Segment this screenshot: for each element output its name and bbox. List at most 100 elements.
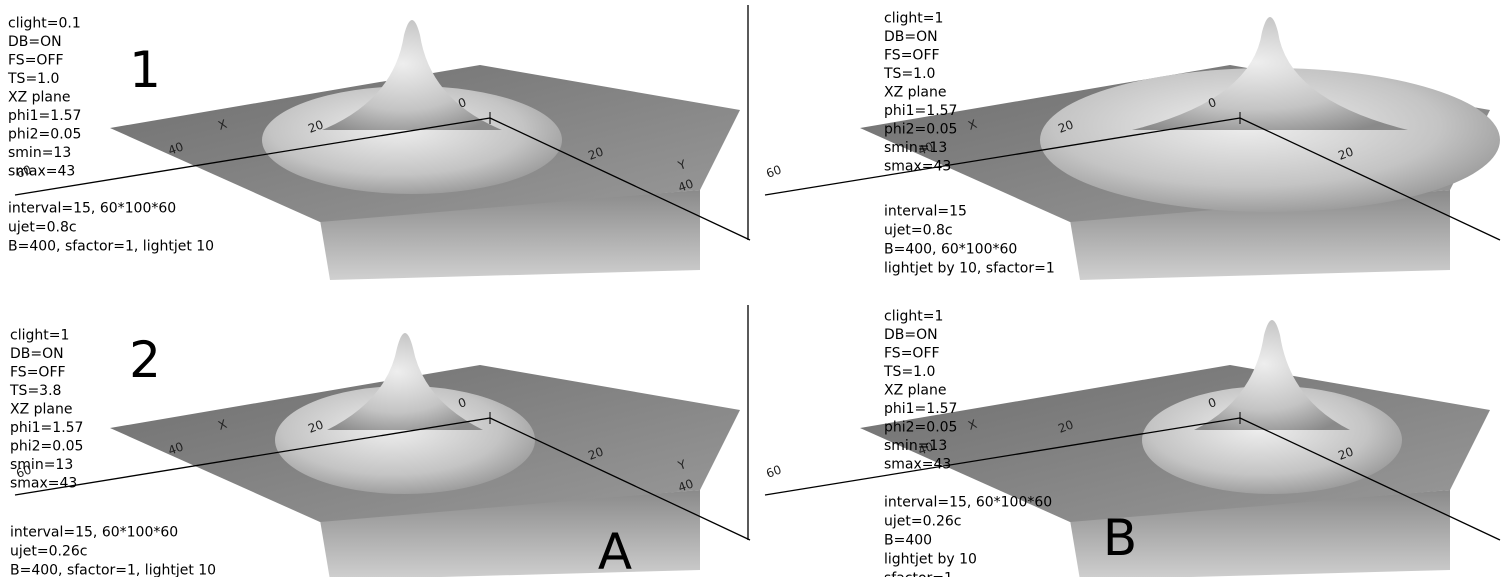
note-line: lightjet by 10, sfactor=1 [884,261,1055,277]
param-line: phi1=1.57 [884,401,957,417]
note-line: B=400, 60*100*60 [884,242,1017,258]
axis-label: 20 [586,444,605,462]
note-line: interval=15 [884,204,967,220]
axis-label: 20 [586,144,605,162]
param-line: phi2=0.05 [884,420,957,436]
param-line: DB=ON [10,346,64,362]
surface-bump [1040,68,1500,212]
param-line: XZ plane [10,402,72,418]
param-line: smin=13 [8,145,71,161]
param-line: phi1=1.57 [884,103,957,119]
panel-label: 2 [129,331,161,389]
surface-wall [1070,490,1450,577]
note-line: B=400 [884,533,932,549]
param-line: TS=1.0 [883,66,935,82]
param-line: smin=13 [884,140,947,156]
param-line: smax=43 [8,164,75,180]
param-line: XZ plane [8,90,70,106]
param-line: FS=OFF [884,346,940,362]
param-line: clight=1 [10,328,69,344]
param-line: XZ plane [884,383,946,399]
param-line: smax=43 [10,476,77,492]
note-line: interval=15, 60*100*60 [8,201,176,217]
param-line: FS=OFF [884,48,940,64]
param-line: smin=13 [884,438,947,454]
axis-line [489,117,751,241]
param-line: FS=OFF [8,53,64,69]
surface-wall [320,490,700,577]
param-line: phi2=0.05 [8,127,81,143]
surface-peak [1132,17,1408,130]
axis-label: 60 [14,162,33,180]
surface-peak [322,20,502,130]
param-line: smax=43 [884,159,951,175]
axis-label: 20 [1336,444,1355,462]
param-line: clight=0.1 [8,16,81,32]
note-line: sfactor=1 [884,571,953,577]
surface-bump [1142,386,1402,494]
param-line: clight=1 [884,11,943,27]
param-line: TS=3.8 [9,383,61,399]
axis-label: 20 [1336,144,1355,162]
surface-bump [262,86,562,194]
axis-line [1239,117,1501,241]
param-line: phi1=1.57 [10,420,83,436]
surface-peak [1194,320,1350,430]
param-line: smax=43 [884,457,951,473]
param-line: DB=ON [8,34,62,50]
axis-label: 40 [916,439,935,457]
axis-line [14,117,491,196]
axis-label: 0 [456,95,468,111]
axis-label: 40 [166,439,185,457]
param-line: TS=1.0 [7,71,59,87]
axis-label: 40 [676,476,695,494]
axis-label: 20 [1056,417,1075,435]
panel-label: 1 [129,41,161,99]
axis-label: 60 [764,462,783,480]
axis-label: 40 [166,139,185,157]
axis-label: 20 [306,117,325,135]
axis-line [14,417,491,496]
axis-label: 40 [916,139,935,157]
note-line: interval=15, 60*100*60 [884,495,1052,511]
axis-line [489,417,751,541]
param-line: clight=1 [884,309,943,325]
axis-line [1239,417,1501,541]
surface-peak [327,333,483,430]
axis-label: 20 [1056,117,1075,135]
note-line: B=400, sfactor=1, lightjet 10 [10,563,216,577]
axis-label: 0 [456,395,468,411]
axis-line [764,117,1241,196]
axis-line [764,417,1241,496]
axis-label: 60 [764,162,783,180]
surface-bump [275,386,535,494]
figure-label: A [598,523,632,577]
note-line: B=400, sfactor=1, lightjet 10 [8,239,214,255]
axis-label: 60 [14,462,33,480]
note-line: ujet=0.26c [10,544,87,560]
note-line: lightjet by 10 [884,552,977,568]
param-line: DB=ON [884,29,938,45]
note-line: ujet=0.26c [884,514,961,530]
param-line: FS=OFF [10,365,66,381]
param-line: smin=13 [10,457,73,473]
param-line: TS=1.0 [883,364,935,380]
param-line: DB=ON [884,327,938,343]
note-line: ujet=0.8c [8,220,77,236]
axis-label: 40 [676,176,695,194]
param-line: phi2=0.05 [884,122,957,138]
param-line: XZ plane [884,85,946,101]
figure-label: B [1103,509,1137,567]
note-line: interval=15, 60*100*60 [10,525,178,541]
axis-label: 20 [306,417,325,435]
note-line: ujet=0.8c [884,223,953,239]
axis-label: 0 [1206,395,1218,411]
axis-label: 0 [1206,95,1218,111]
param-line: phi2=0.05 [10,439,83,455]
param-line: phi1=1.57 [8,108,81,124]
